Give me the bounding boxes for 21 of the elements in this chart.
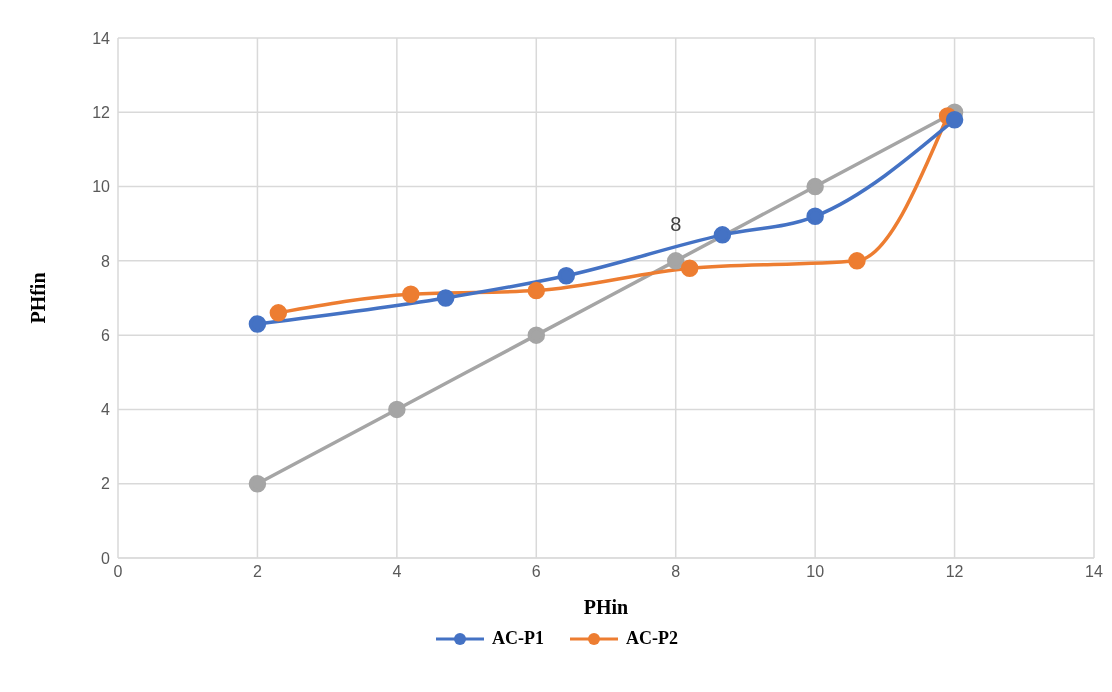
x-tick-label: 8 [671,563,681,581]
y-tick-label: 10 [92,178,111,196]
legend-label: AC-P1 [492,628,544,649]
x-axis-title: PHin [583,596,629,618]
x-tick-label: 4 [392,563,402,581]
annotation: 8 [670,212,682,235]
x-tick-label: 2 [252,563,262,581]
y-tick-label: 6 [101,326,111,344]
y-axis-title: PHfin [27,272,50,324]
x-tick-label: 6 [531,563,541,581]
y-tick-label: 0 [101,549,111,567]
x-tick-label: 10 [806,563,825,581]
y-tick-label: 8 [101,252,111,270]
legend-label: AC-P2 [626,628,678,649]
y-tick-label: 2 [101,475,111,493]
x-tick-label: 14 [1085,563,1103,581]
y-tick-label: 12 [92,103,111,121]
y-tick-label: 14 [92,29,111,47]
x-tick-label: 12 [945,563,964,581]
x-tick-label: 0 [113,563,123,581]
y-tick-label: 4 [101,401,111,419]
